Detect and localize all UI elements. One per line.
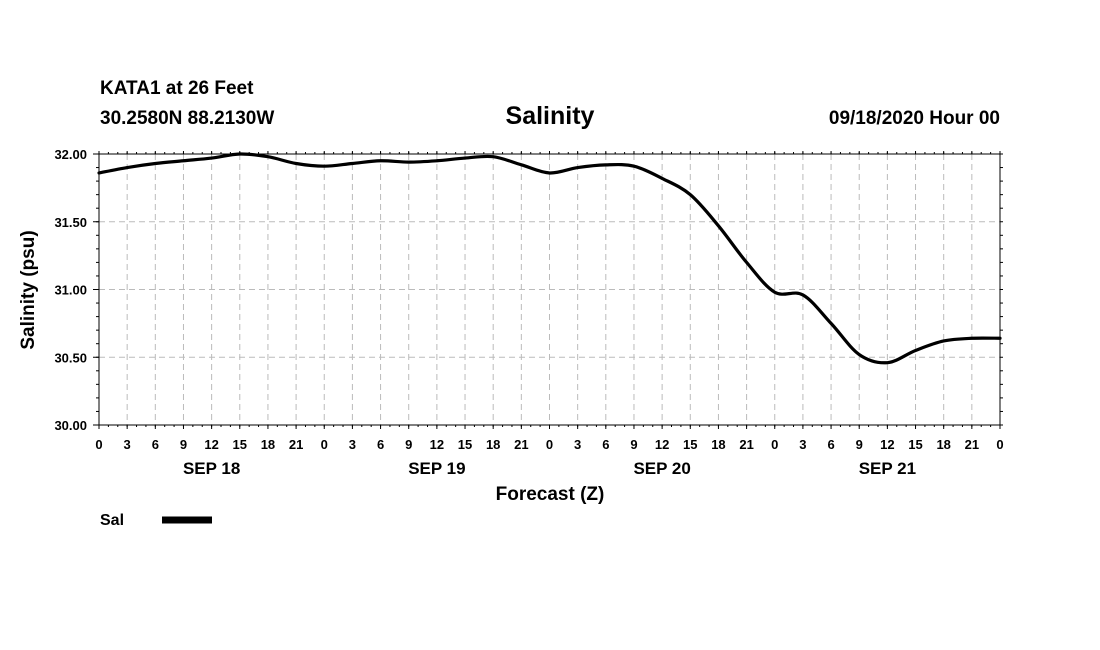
x-tick-label: 6 [377,437,384,452]
x-tick-label: 0 [95,437,102,452]
x-tick-label: 0 [321,437,328,452]
x-tick-label: 12 [880,437,894,452]
x-tick-label: 6 [602,437,609,452]
x-tick-label: 15 [908,437,922,452]
y-axis-label: Salinity (psu) [18,230,39,349]
coordinates-title: 30.2580N 88.2130W [100,108,274,129]
x-tick-label: 3 [799,437,806,452]
x-tick-label: 6 [827,437,834,452]
y-tick-label: 31.00 [54,283,87,298]
y-tick-label: 32.00 [54,147,87,162]
x-tick-label: 9 [630,437,637,452]
y-tick-label: 30.50 [54,350,87,365]
x-tick-label: 3 [124,437,131,452]
day-label: SEP 18 [183,459,240,478]
x-tick-label: 21 [739,437,753,452]
station-title: KATA1 at 26 Feet [100,78,254,99]
y-axis-ticks: 30.00 30.50 31.00 31.50 32.00 [54,147,1003,433]
y-tick-label: 31.50 [54,215,87,230]
day-label: SEP 20 [633,459,690,478]
x-tick-label: 15 [233,437,247,452]
x-tick-label: 12 [430,437,444,452]
x-tick-label: 9 [180,437,187,452]
plot-frame [98,153,1001,426]
x-axis-label: Forecast (Z) [496,484,605,505]
x-tick-label: 18 [486,437,500,452]
x-tick-label: 21 [289,437,303,452]
y-tick-label: 30.00 [54,418,87,433]
x-tick-label: 0 [771,437,778,452]
x-tick-label: 18 [711,437,725,452]
grid-lines [99,154,1000,425]
x-tick-label: 21 [514,437,528,452]
day-label: SEP 19 [408,459,465,478]
x-tick-label: 9 [856,437,863,452]
x-tick-label: 3 [349,437,356,452]
legend-label: Sal [100,512,124,529]
x-tick-label: 6 [152,437,159,452]
x-tick-label: 9 [405,437,412,452]
forecast-datetime: 09/18/2020 Hour 00 [829,108,1000,129]
x-tick-label: 21 [965,437,979,452]
x-tick-label: 12 [204,437,218,452]
x-tick-label: 0 [996,437,1003,452]
x-tick-label: 0 [546,437,553,452]
x-tick-label: 15 [683,437,697,452]
chart-title: Salinity [506,102,595,130]
day-label: SEP 21 [859,459,916,478]
x-tick-label: 12 [655,437,669,452]
x-tick-label: 18 [936,437,950,452]
x-tick-label: 18 [261,437,275,452]
legend: Sal [100,512,212,529]
x-tick-label: 3 [574,437,581,452]
x-tick-label: 15 [458,437,472,452]
